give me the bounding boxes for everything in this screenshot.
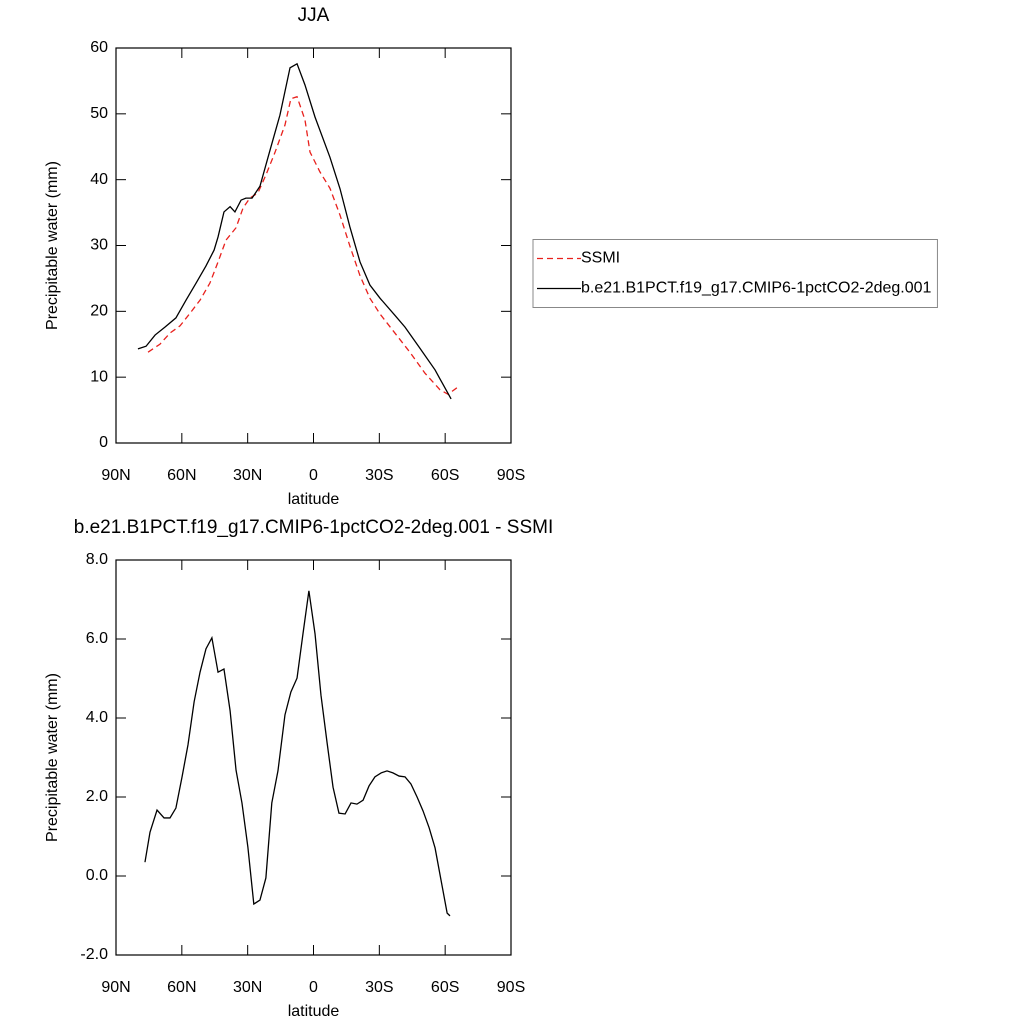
legend-frame xyxy=(532,239,938,308)
x-tick-label: 60S xyxy=(431,979,459,996)
x-axis-label: latitude xyxy=(288,1003,340,1020)
chart-title: JJA xyxy=(298,5,330,26)
chart-title: b.e21.B1PCT.f19_g17.CMIP6-1pctCO2-2deg.0… xyxy=(74,517,553,538)
y-tick-label: -2.0 xyxy=(80,946,108,963)
x-tick-label: 90N xyxy=(101,467,130,484)
x-tick-label: 30N xyxy=(233,467,262,484)
x-tick-label: 0 xyxy=(309,467,318,484)
y-tick-label: 8.0 xyxy=(86,551,108,568)
x-axis-label: latitude xyxy=(288,491,340,508)
legend-label: b.e21.B1PCT.f19_g17.CMIP6-1pctCO2-2deg.0… xyxy=(581,280,932,297)
plot-frame xyxy=(115,559,512,956)
x-tick-label: 90S xyxy=(497,979,525,996)
y-tick-label: 20 xyxy=(90,303,108,320)
y-tick-label: 0.0 xyxy=(86,867,108,884)
y-axis-label: Precipitable water (mm) xyxy=(44,161,61,330)
plot-frame xyxy=(115,47,512,444)
x-tick-label: 60S xyxy=(431,467,459,484)
y-tick-label: 2.0 xyxy=(86,788,108,805)
y-tick-label: 30 xyxy=(90,237,108,254)
y-axis-label: Precipitable water (mm) xyxy=(44,673,61,842)
legend-label: SSMI xyxy=(581,250,620,267)
data-line xyxy=(137,62,452,400)
x-tick-label: 30N xyxy=(233,979,262,996)
y-tick-label: 6.0 xyxy=(86,630,108,647)
x-tick-label: 30S xyxy=(365,979,393,996)
x-tick-label: 60N xyxy=(167,467,196,484)
x-tick-label: 90N xyxy=(101,979,130,996)
data-line xyxy=(147,95,458,396)
y-tick-label: 60 xyxy=(90,39,108,56)
y-tick-label: 4.0 xyxy=(86,709,108,726)
data-line xyxy=(144,590,451,917)
y-tick-label: 40 xyxy=(90,171,108,188)
y-tick-label: 50 xyxy=(90,105,108,122)
x-tick-label: 60N xyxy=(167,979,196,996)
x-tick-label: 30S xyxy=(365,467,393,484)
y-tick-label: 0 xyxy=(99,434,108,451)
x-tick-label: 90S xyxy=(497,467,525,484)
y-tick-label: 10 xyxy=(90,368,108,385)
legend: SSMI b.e21.B1PCT.f19_g17.CMIP6-1pctCO2-2d… xyxy=(532,239,938,308)
x-tick-label: 0 xyxy=(309,979,318,996)
